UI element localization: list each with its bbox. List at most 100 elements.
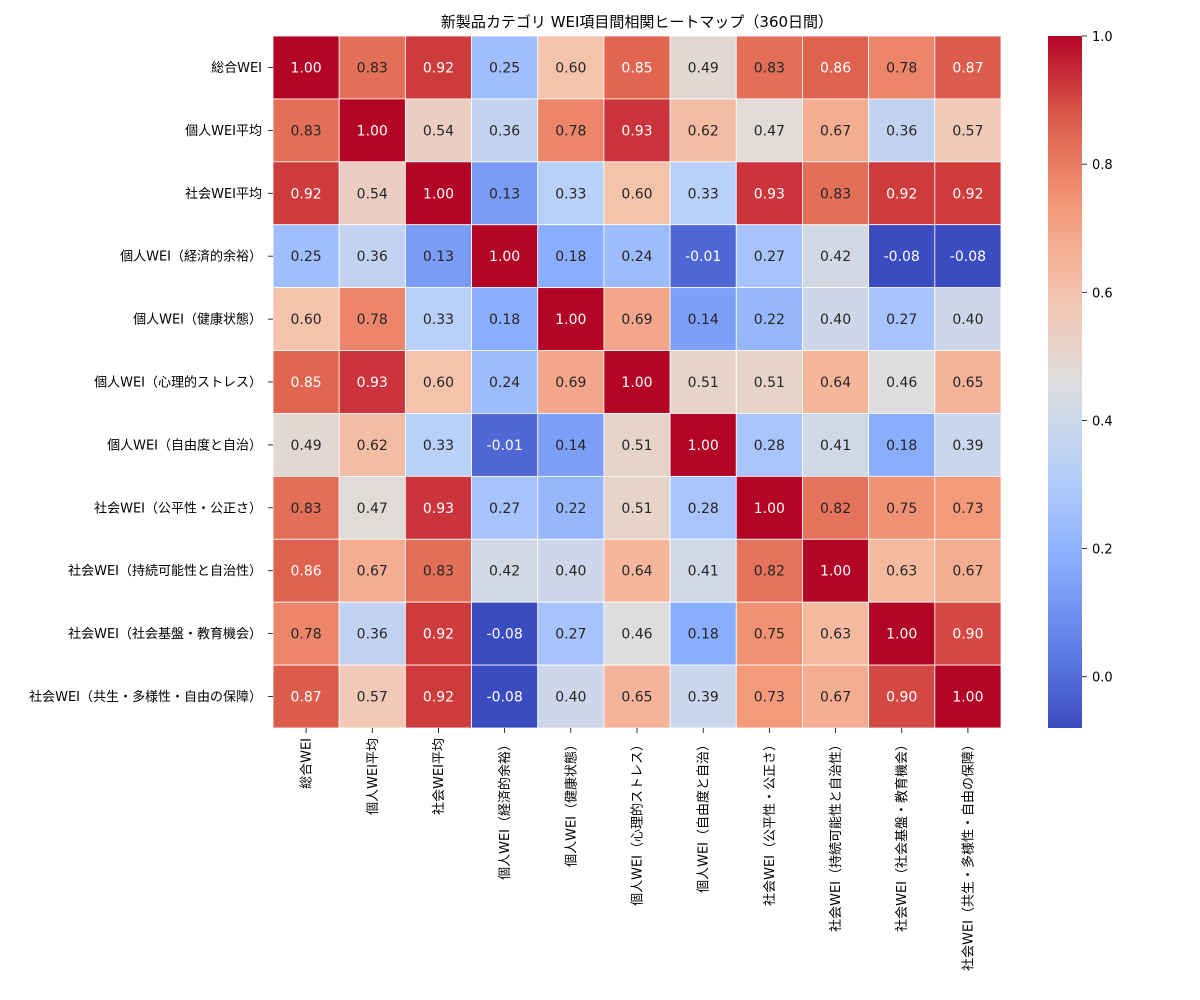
cell-value-label: 0.41 bbox=[820, 438, 851, 454]
cell-value-label: 0.75 bbox=[886, 501, 917, 517]
heatmap-cell bbox=[404, 98, 472, 163]
cell-value-label: 0.51 bbox=[621, 501, 652, 517]
cell-value-label: 0.13 bbox=[489, 186, 520, 202]
cell-value-label: 0.64 bbox=[820, 375, 851, 391]
x-tick-label: 社会WEI平均 bbox=[431, 738, 447, 815]
cell-value-label: 0.51 bbox=[688, 375, 719, 391]
heatmap-cell bbox=[537, 98, 605, 163]
heatmap-cell bbox=[735, 538, 803, 603]
cell-value-label: 0.78 bbox=[555, 123, 586, 139]
cell-value-label: 0.93 bbox=[423, 501, 454, 517]
heatmap-cell bbox=[471, 35, 539, 100]
cell-value-label: 0.27 bbox=[886, 312, 917, 328]
cell-value-label: 0.63 bbox=[886, 564, 917, 580]
cell-value-label: 0.82 bbox=[820, 501, 851, 517]
cell-value-label: 0.27 bbox=[489, 501, 520, 517]
y-tick-label: 社会WEI（社会基盤・教育機会） bbox=[68, 626, 262, 642]
heatmap-cell bbox=[272, 601, 340, 666]
heatmap-cell bbox=[603, 224, 671, 289]
heatmap-cell bbox=[471, 413, 539, 477]
heatmap-cell bbox=[272, 350, 340, 414]
cell-value-label: -0.08 bbox=[487, 690, 523, 706]
cell-value-label: 0.39 bbox=[688, 690, 719, 706]
heatmap-cell bbox=[603, 98, 671, 163]
cell-value-label: 0.83 bbox=[291, 123, 322, 139]
heatmap-cell bbox=[272, 161, 340, 226]
heatmap-cell bbox=[934, 538, 1002, 603]
x-tick-label: 社会WEI（公平性・公正さ） bbox=[762, 738, 778, 906]
heatmap-cell bbox=[802, 538, 870, 603]
heatmap-cell bbox=[272, 475, 340, 540]
cell-value-label: 0.92 bbox=[952, 186, 983, 202]
cell-value-label: 0.78 bbox=[886, 60, 917, 76]
y-tick-label: 個人WEI（自由度と自治） bbox=[107, 437, 262, 453]
heatmap-cell bbox=[471, 287, 539, 351]
heatmap-cell bbox=[669, 98, 737, 163]
colorbar-tick-label: 0.0 bbox=[1092, 671, 1113, 686]
cell-value-label: 0.92 bbox=[423, 627, 454, 643]
heatmap-cell bbox=[669, 161, 737, 226]
heatmap-cell bbox=[735, 601, 803, 666]
heatmap-cell bbox=[338, 224, 406, 289]
x-tick-label: 社会WEI（共生・多様性・自由の保障） bbox=[960, 738, 976, 971]
heatmap-cell bbox=[603, 287, 671, 351]
cell-value-label: 0.40 bbox=[820, 312, 851, 328]
heatmap-cell bbox=[802, 601, 870, 666]
heatmap-cell bbox=[603, 475, 671, 540]
x-tick-label: 個人WEI（自由度と自治） bbox=[696, 738, 712, 893]
heatmap-cell bbox=[338, 413, 406, 477]
cell-value-label: 0.27 bbox=[555, 627, 586, 643]
heatmap-cell bbox=[802, 98, 870, 163]
heatmap-cell bbox=[338, 35, 406, 100]
cell-value-label: 0.60 bbox=[555, 60, 586, 76]
x-tick-label: 総合WEI bbox=[300, 738, 315, 789]
heatmap-cell bbox=[471, 475, 539, 540]
cell-value-label: 0.46 bbox=[621, 627, 652, 643]
cell-value-label: 0.18 bbox=[555, 249, 586, 265]
heatmap-cell bbox=[272, 35, 340, 100]
heatmap-cell bbox=[537, 664, 605, 729]
cell-value-label: 0.63 bbox=[820, 627, 851, 643]
y-tick-label: 社会WEI（共生・多様性・自由の保障） bbox=[29, 689, 262, 705]
cell-value-label: 0.49 bbox=[688, 60, 719, 76]
heatmap-cell bbox=[404, 287, 472, 351]
heatmap-cell bbox=[471, 538, 539, 603]
cell-value-label: 0.25 bbox=[489, 60, 520, 76]
heatmap-cell bbox=[404, 538, 472, 603]
heatmap-cell bbox=[603, 35, 671, 100]
heatmap-cell bbox=[934, 287, 1002, 351]
cell-value-label: -0.08 bbox=[884, 249, 920, 265]
cell-value-label: 0.78 bbox=[357, 312, 388, 328]
cell-value-label: 0.92 bbox=[423, 60, 454, 76]
cell-value-label: 0.18 bbox=[886, 438, 917, 454]
cell-value-label: 0.60 bbox=[423, 375, 454, 391]
heatmap-cell bbox=[338, 98, 406, 163]
cell-value-label: 0.65 bbox=[952, 375, 983, 391]
cell-value-label: 0.42 bbox=[489, 564, 520, 580]
heatmap-cell bbox=[735, 475, 803, 540]
cell-value-label: 0.60 bbox=[291, 312, 322, 328]
cell-value-label: 1.00 bbox=[489, 249, 520, 265]
cell-value-label: 0.51 bbox=[621, 438, 652, 454]
cell-value-label: 0.87 bbox=[952, 60, 983, 76]
heatmap-cell bbox=[471, 350, 539, 414]
heatmap-cell bbox=[603, 664, 671, 729]
cell-value-label: 0.69 bbox=[555, 375, 586, 391]
heatmap-cell bbox=[868, 538, 936, 603]
cell-value-label: 0.36 bbox=[886, 123, 917, 139]
heatmap-cell bbox=[735, 664, 803, 729]
heatmap-cell bbox=[802, 161, 870, 226]
cell-value-label: 0.46 bbox=[886, 375, 917, 391]
cell-value-label: 0.62 bbox=[688, 123, 719, 139]
heatmap-cell bbox=[934, 224, 1002, 289]
heatmap-cell bbox=[735, 413, 803, 477]
cell-value-label: 0.67 bbox=[952, 564, 983, 580]
cell-value-label: 0.28 bbox=[754, 438, 785, 454]
cell-value-label: 1.00 bbox=[820, 564, 851, 580]
y-tick-label: 社会WEI平均 bbox=[185, 186, 262, 202]
colorbar-tick-label: 0.6 bbox=[1092, 286, 1113, 301]
cell-value-label: 0.36 bbox=[357, 627, 388, 643]
heatmap-cells: 1.00 0.83 0.92 0.25 0.60 0.85 0.49 0.83 0.86 0.78… bbox=[272, 35, 1002, 729]
heatmap-cell bbox=[338, 287, 406, 351]
cell-value-label: 0.25 bbox=[291, 249, 322, 265]
